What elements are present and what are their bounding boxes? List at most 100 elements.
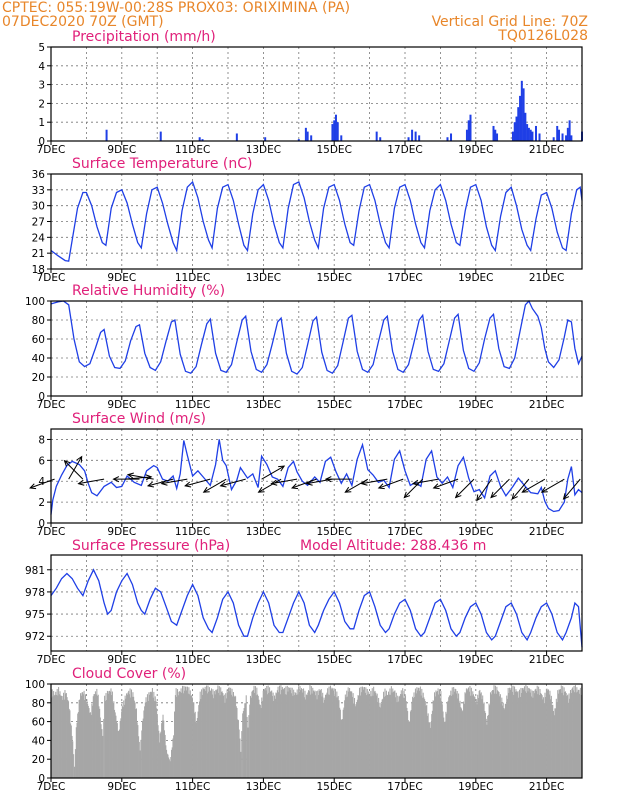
cloud-column — [208, 691, 210, 778]
precip-bar — [407, 137, 410, 141]
cloud-column — [296, 689, 298, 778]
cloud-column — [529, 692, 531, 778]
cloud-column — [233, 696, 235, 778]
wind-vector — [490, 478, 510, 498]
cloud-column — [301, 689, 303, 778]
cloud-column — [562, 695, 564, 778]
cloud-column — [69, 710, 71, 778]
wind-vector — [261, 465, 285, 480]
humidity-ytick-label: 40 — [32, 353, 45, 365]
pressure-ytick-label: 972 — [25, 631, 45, 643]
cloud-column — [148, 692, 150, 778]
cloud-ytick-label: 80 — [32, 698, 45, 710]
cloud-column — [326, 692, 328, 778]
cloud-column — [416, 687, 418, 778]
cloud-column — [277, 686, 279, 778]
cloud-column — [538, 695, 540, 778]
cloud-column — [248, 715, 250, 778]
cloud-column — [320, 690, 322, 778]
cloud-ytick-label: 0 — [38, 773, 45, 785]
cloud-column — [166, 749, 168, 778]
cloud-column — [227, 692, 229, 778]
cloud-column — [187, 693, 189, 778]
cloud-column — [393, 691, 395, 778]
temperature-xtick-label: 7DEC — [37, 272, 66, 284]
cloud-column — [462, 710, 464, 778]
precip-bar — [414, 131, 417, 141]
cloud-column — [305, 694, 307, 778]
cloud-column — [237, 720, 239, 778]
cloud-column — [512, 685, 514, 778]
cloud-column — [477, 694, 479, 778]
cloud-column — [213, 691, 215, 778]
cloud-column — [345, 697, 347, 778]
cloud-column — [128, 694, 130, 778]
cloud-column — [250, 697, 252, 778]
cloud-column — [509, 689, 511, 778]
cloud-column — [366, 695, 368, 778]
cloud-column — [221, 691, 223, 778]
cloud-column — [441, 704, 443, 778]
cloud-column — [509, 687, 511, 778]
precip-bar — [557, 129, 560, 141]
cloud-column — [496, 686, 498, 778]
cloud-column — [360, 686, 362, 778]
cloud-column — [121, 705, 123, 778]
cloud-column — [241, 731, 243, 778]
cloud-column — [357, 695, 359, 778]
cloud-column — [339, 709, 341, 778]
cloud-column — [114, 712, 116, 778]
cloud-column — [310, 686, 312, 778]
model-code: TQ0126L028 — [498, 28, 588, 44]
wind-vector-head — [29, 483, 37, 490]
cloud-column — [145, 697, 147, 778]
cloud-column — [545, 696, 547, 778]
cloud-column — [457, 698, 459, 778]
cloud-column — [109, 690, 111, 778]
cloud-column — [370, 690, 372, 778]
cloud-column — [238, 729, 240, 778]
cloud-column — [543, 697, 545, 778]
cloud-column — [543, 703, 545, 778]
precip-bar — [556, 125, 559, 141]
cloud-column — [439, 698, 441, 778]
precipitation-title: Precipitation (mm/h) — [72, 29, 216, 45]
cloud-column — [111, 691, 113, 778]
cloud-column — [161, 720, 163, 778]
humidity-series-line — [50, 299, 583, 375]
cloud-column — [551, 704, 553, 778]
wind-xtick-label: 7DEC — [37, 526, 66, 538]
wind-ytick-label: 2 — [38, 497, 45, 509]
pressure-ytick-label: 981 — [25, 565, 45, 577]
cloud-xtick-label: 19DEC — [458, 781, 493, 793]
cloud-column — [374, 690, 376, 778]
cloud-column — [61, 696, 63, 778]
cloud-column — [312, 690, 314, 778]
cloud-column — [111, 695, 113, 778]
cloud-column — [464, 692, 466, 778]
pressure-title: Surface Pressure (hPa) — [72, 538, 230, 554]
cloud-column — [156, 708, 158, 778]
precip-bar — [513, 122, 516, 141]
cloud-column — [193, 702, 195, 778]
cloud-column — [494, 685, 496, 778]
cloud-column — [412, 698, 414, 778]
cloud-column — [234, 695, 236, 778]
temperature-xtick-label: 19DEC — [458, 272, 493, 284]
wind-ytick-label: 0 — [38, 518, 45, 530]
cloud-column — [497, 691, 499, 778]
cloud-column — [174, 695, 176, 778]
cloud-column — [481, 699, 483, 778]
cloud-column — [116, 721, 118, 778]
precip-bar — [520, 80, 523, 141]
cloud-column — [278, 685, 281, 778]
cloud-column — [489, 692, 491, 778]
cloud-column — [196, 722, 198, 778]
cloud-column — [156, 715, 158, 778]
cloud-column — [332, 690, 334, 778]
wind-vector-head — [490, 491, 497, 499]
cloud-column — [166, 753, 168, 778]
pressure-plot-area — [51, 555, 582, 651]
cloud-column — [505, 703, 507, 778]
precip-bar — [334, 114, 337, 141]
